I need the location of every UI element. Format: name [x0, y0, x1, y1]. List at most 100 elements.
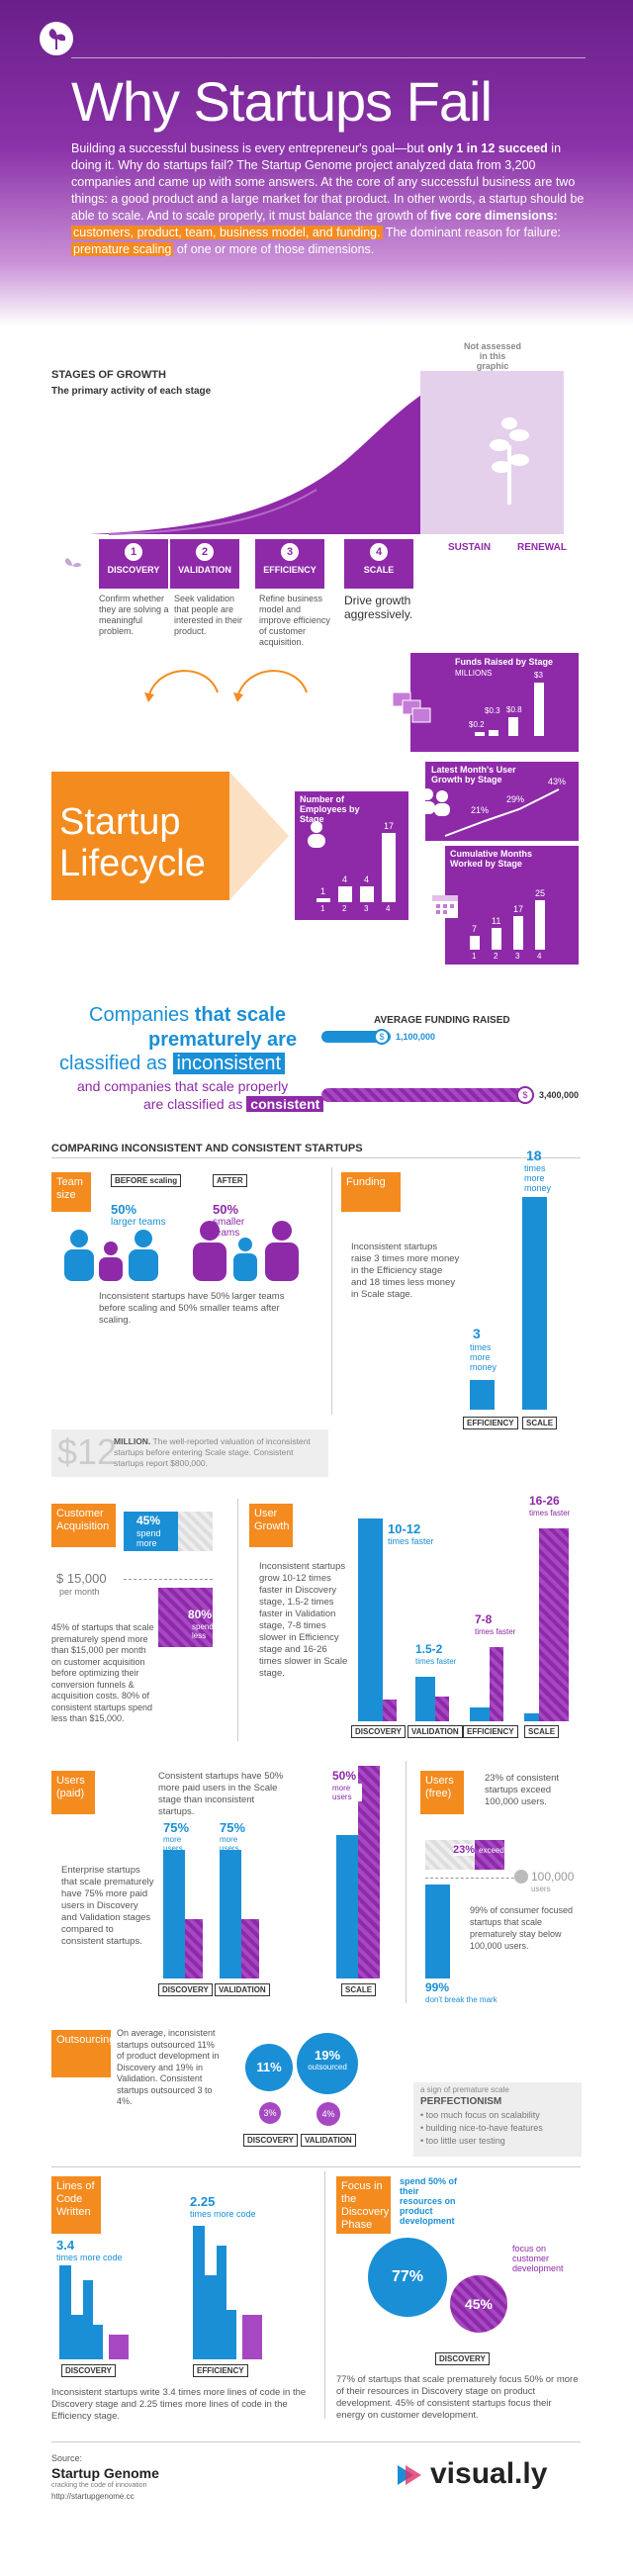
funding-title: AVERAGE FUNDING RAISED	[374, 1015, 510, 1026]
growth-heading: STAGES OF GROWTH	[51, 369, 166, 381]
ug-bar-4	[524, 1713, 539, 1721]
paid-note: Consistent startups have 50% more paid u…	[158, 1771, 284, 1817]
ug-v2l: times faster	[415, 1657, 457, 1666]
stage-validation: 2 VALIDATION	[170, 539, 239, 589]
months-bar-2	[492, 928, 501, 950]
outs-x1: DISCOVERY	[243, 2134, 298, 2147]
sustain-label: SUSTAIN	[448, 542, 492, 553]
usergrowth-tag: User Growth	[249, 1504, 293, 1547]
months-title: Cumulative Months Worked by Stage	[450, 849, 533, 869]
stage-discovery-desc: Confirm whether they are solving a meani…	[99, 594, 169, 636]
ug-v1: 10-12	[388, 1521, 421, 1536]
valuation-panel	[51, 1429, 328, 1477]
people-icon	[415, 786, 455, 816]
funding-bar-consistent	[321, 1088, 534, 1102]
months-val-3: 17	[513, 904, 524, 914]
paid-v1: 75%	[163, 1820, 190, 1835]
code-v2l: times more code	[190, 2209, 256, 2219]
stage-efficiency-desc: Refine business model and improve effici…	[259, 594, 330, 647]
free-text2: 99% of consumer focused startups that sc…	[470, 1905, 574, 1951]
funds-val-3: $0.8	[506, 705, 522, 714]
stage-scale: 4 SCALE	[344, 539, 413, 589]
before-label: BEFORE scaling	[111, 1174, 182, 1187]
funding-consistent-val: 3,400,000	[539, 1090, 580, 1100]
stage-validation-desc: Seek validation that people are interest…	[174, 594, 243, 636]
team-smaller-pct: 50%	[213, 1202, 239, 1217]
outsourcing-text: On average, inconsistent startups outsou…	[117, 2028, 220, 2106]
outs-x2: VALIDATION	[301, 2134, 356, 2147]
acq-amount: $ 15,000	[56, 1571, 107, 1586]
emp-val-3: 4	[364, 874, 370, 884]
emp-val-4: 17	[384, 821, 395, 831]
users-val-3: 29%	[506, 794, 525, 804]
funds-val-4: $3	[534, 671, 543, 680]
header-rule	[71, 57, 586, 58]
ug-v4l: times faster	[529, 1509, 571, 1518]
free-pct2-lbl: don't break the mark	[425, 1995, 497, 2004]
free-threshold-line	[425, 1878, 524, 1879]
free-tag: Users (free)	[420, 1771, 464, 1814]
code-v1: 3.4	[56, 2238, 75, 2253]
acq-per: per month	[59, 1587, 100, 1597]
funds-chart	[410, 653, 579, 752]
code-x2: EFFICIENCY	[193, 2364, 248, 2377]
emp-val-1: 1	[320, 886, 326, 896]
funding-inconsistent-val: 1,100,000	[396, 1032, 436, 1042]
free-pct: 23%	[453, 1844, 476, 1856]
focus-divider	[324, 2171, 325, 2419]
lifecycle-label-2: Lifecycle	[59, 843, 206, 884]
team-text: Inconsistent startups have 50% larger te…	[99, 1291, 285, 1326]
focus-spend: spend 50% of their resources on product …	[400, 2176, 458, 2226]
stage-scale-desc: Drive growth aggressively.	[344, 594, 413, 621]
paid-tag: Users (paid)	[51, 1771, 95, 1814]
paid-v2l: more users	[220, 1835, 239, 1853]
visually-brand[interactable]: visual.ly	[430, 2457, 548, 2490]
ug-bar-2b	[435, 1697, 449, 1721]
paid-bar-2	[220, 1850, 241, 1978]
footer-source: Source:	[51, 2453, 83, 2463]
paid-x3: SCALE	[341, 1983, 377, 1996]
team-larger-pct: 50%	[111, 1202, 137, 1217]
paid-bar-3	[336, 1835, 358, 1978]
ug-v4: 16-26	[529, 1494, 560, 1508]
months-bar-1	[470, 936, 480, 950]
paid-bar-1	[163, 1850, 185, 1978]
funding-eff-bar	[470, 1380, 495, 1410]
paid-v3l: more users	[332, 1784, 362, 1801]
lifecycle-block	[51, 772, 229, 900]
focus-circle-77: 77%	[368, 2238, 447, 2317]
code-text: Inconsistent startups write 3.4 times mo…	[51, 2387, 307, 2422]
funding-eff-lbl: times more money	[470, 1342, 497, 1372]
emp-axis-3: 3	[364, 904, 369, 913]
ug-bar-4b	[539, 1528, 569, 1721]
free-threshold-lbl: users	[531, 1885, 551, 1893]
outs-circle-4: 4%	[316, 2102, 340, 2126]
ug-bar-1	[358, 1518, 383, 1721]
paid-v2: 75%	[220, 1820, 246, 1835]
page-title: Why Startups Fail	[71, 70, 493, 133]
free-text1: 23% of consistent startups exceed 100,00…	[485, 1773, 559, 1807]
footer-url[interactable]: http://startupgenome.cc	[51, 2492, 135, 2501]
funding-scale-val: 18	[526, 1148, 542, 1163]
users-val-1: 6%	[435, 805, 449, 815]
ug-x4: SCALE	[524, 1725, 560, 1738]
stage-arrows	[144, 670, 308, 702]
months-chart	[445, 846, 579, 965]
stage-efficiency: 3 EFFICIENCY	[255, 539, 324, 589]
paid-v3: 50%	[332, 1769, 357, 1783]
funds-bar-1	[475, 732, 485, 736]
code-x1: DISCOVERY	[61, 2364, 116, 2377]
perfectionism-panel	[413, 2082, 582, 2157]
valuation-amount: $12	[57, 1431, 118, 1472]
ug-bar-1b	[383, 1700, 397, 1721]
acq-pct2-lbl: spend less	[192, 1622, 214, 1640]
seedling-icon	[59, 554, 85, 580]
funds-bar-2	[489, 730, 498, 736]
focus-text: 77% of startups that scale prematurely f…	[336, 2374, 579, 2421]
funding-text: Inconsistent startups raise 3 times more…	[351, 1242, 460, 1300]
paid-x2: VALIDATION	[215, 1983, 270, 1996]
employees-title: Number of Employees by Stage	[300, 794, 360, 824]
perfectionism-item-2: • building nice-to-have features	[420, 2123, 543, 2133]
focus-tag: Focus in the Discovery Phase	[336, 2176, 391, 2234]
ug-v3: 7-8	[475, 1612, 493, 1626]
